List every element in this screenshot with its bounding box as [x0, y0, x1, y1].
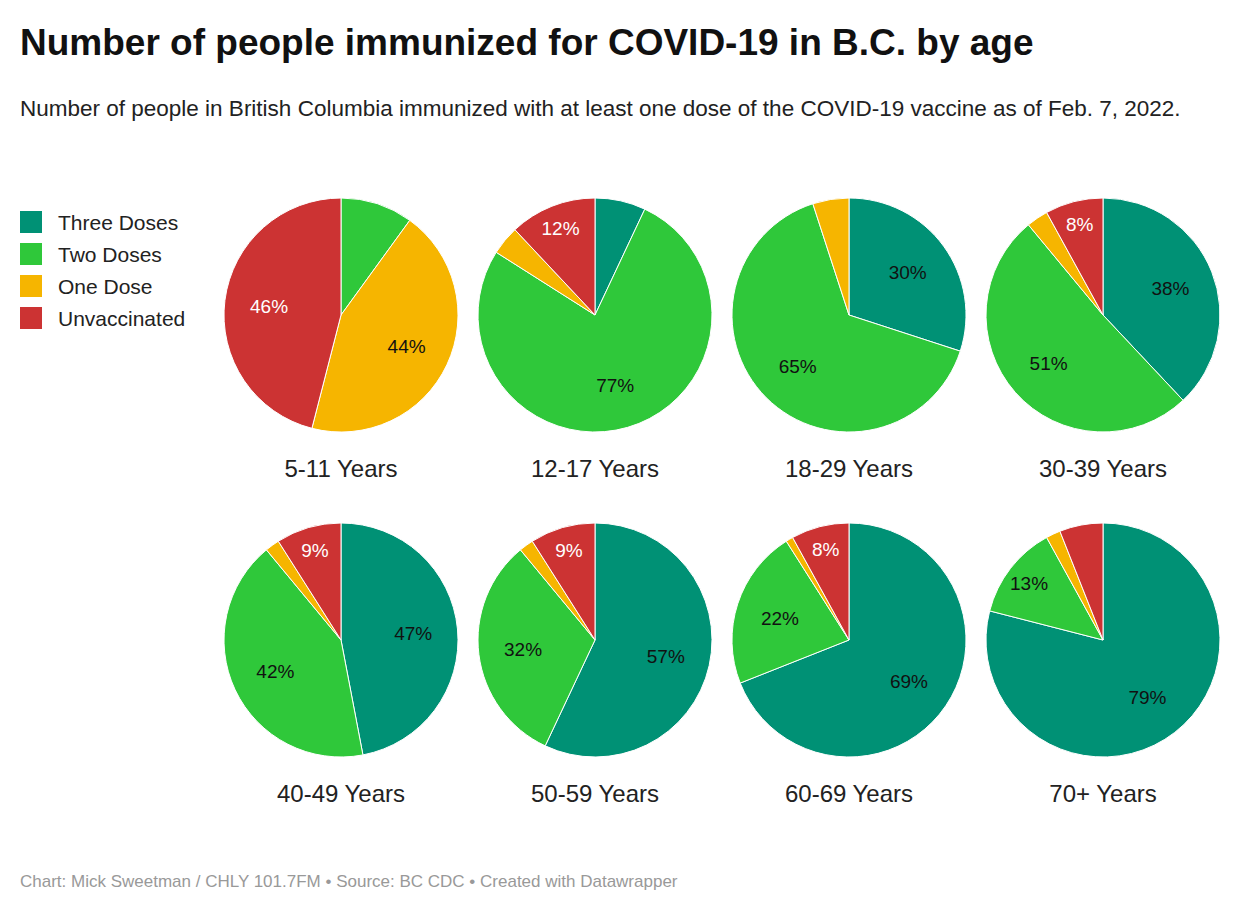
pie-slice — [793, 523, 849, 640]
data-label: 69% — [890, 671, 928, 692]
legend-label: Two Doses — [58, 243, 162, 266]
pie-label: 60-69 Years — [785, 780, 913, 807]
legend-swatch — [20, 275, 42, 297]
data-label: 32% — [504, 639, 542, 660]
legend-label: Three Doses — [58, 211, 178, 234]
pie — [478, 198, 712, 432]
legend: Three Doses Two Doses One Dose Unvaccinated — [20, 211, 185, 330]
pie-label: 40-49 Years — [277, 780, 405, 807]
legend-label: One Dose — [58, 275, 153, 298]
title: Number of people immunized for COVID-19 … — [20, 22, 1034, 64]
pie-label: 5-11 Years — [285, 455, 398, 482]
data-label: 51% — [1030, 353, 1068, 374]
data-label: 42% — [256, 661, 294, 682]
pie-slice — [515, 198, 595, 315]
pie-slice — [532, 523, 595, 640]
data-label: 57% — [647, 646, 685, 667]
data-label: 30% — [889, 262, 927, 283]
data-label: 13% — [1010, 573, 1048, 594]
pie — [224, 198, 458, 432]
data-label: 46% — [250, 296, 288, 317]
pie — [224, 523, 458, 757]
data-label: 8% — [1066, 214, 1094, 235]
data-label: 9% — [555, 540, 583, 561]
legend-swatch — [20, 211, 42, 233]
pie-slice — [341, 523, 458, 755]
pie-label: 18-29 Years — [785, 455, 913, 482]
pie — [986, 198, 1220, 432]
pie-slice — [813, 198, 849, 315]
pie-slice — [278, 523, 341, 640]
subtitle: Number of people in British Columbia imm… — [20, 94, 1225, 124]
pie — [732, 523, 966, 757]
data-label: 47% — [394, 623, 432, 644]
data-label: 12% — [542, 218, 580, 239]
pie-label: 50-59 Years — [531, 780, 659, 807]
pie-label: 30-39 Years — [1039, 455, 1167, 482]
pie-label: 70+ Years — [1049, 780, 1156, 807]
caption: Chart: Mick Sweetman / CHLY 101.7FM • So… — [20, 872, 678, 892]
data-label: 65% — [779, 356, 817, 377]
legend-swatch — [20, 243, 42, 265]
data-label: 44% — [388, 336, 426, 357]
pie-slice — [1047, 198, 1103, 315]
data-label: 77% — [596, 375, 634, 396]
pie-slice — [849, 198, 850, 315]
pie — [986, 523, 1220, 757]
pie — [732, 198, 966, 432]
pie — [478, 523, 712, 757]
legend-label: Unvaccinated — [58, 307, 185, 330]
data-label: 22% — [761, 608, 799, 629]
chart: Three Doses Two Doses One Dose Unvaccinated… — [0, 0, 1240, 916]
pie-slice — [1060, 523, 1103, 640]
data-label: 9% — [301, 540, 329, 561]
pie-slice — [986, 523, 1220, 757]
pie-label: 12-17 Years — [531, 455, 659, 482]
data-label: 8% — [812, 539, 840, 560]
pie-slice — [224, 198, 341, 428]
data-label: 79% — [1128, 687, 1166, 708]
data-label: 38% — [1151, 278, 1189, 299]
legend-swatch — [20, 307, 42, 329]
